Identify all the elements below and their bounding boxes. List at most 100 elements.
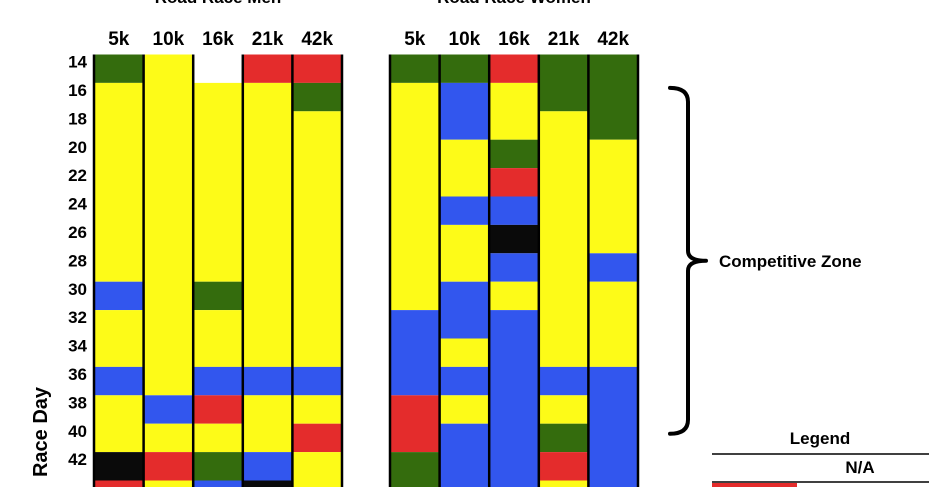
heatmap-cell [143, 54, 194, 396]
heatmap-cell [439, 82, 490, 140]
heatmap-cell [193, 54, 243, 83]
heatmap-cell [292, 54, 342, 83]
heatmap-cell [193, 82, 243, 282]
heatmap-cell [588, 281, 638, 367]
column-label: 16k [498, 29, 530, 50]
heatmap-cell [538, 395, 589, 424]
heatmap-cell [588, 253, 638, 282]
heatmap-cell [489, 281, 539, 311]
column-label: 42k [597, 29, 629, 50]
heatmap-cell [292, 395, 342, 424]
y-tick-label: 34 [68, 337, 87, 356]
legend: Legend N/A [712, 429, 929, 487]
heatmap-cell [143, 423, 194, 453]
column-label: 10k [449, 29, 481, 50]
heatmap-cell [588, 139, 638, 254]
panel-title: --- Road Race Men --- [133, 0, 303, 7]
heatmap-cell [538, 452, 589, 481]
heatmap-cell [439, 423, 490, 487]
heatmap-cell [439, 224, 490, 282]
heatmap-cell [242, 395, 293, 453]
y-tick-label: 40 [68, 422, 87, 441]
heatmap-cell [193, 480, 243, 487]
y-tick-label: 32 [68, 308, 87, 327]
y-tick-label: 26 [68, 223, 87, 242]
heatmap-cell [439, 281, 490, 339]
heatmap-cell [489, 82, 539, 140]
heatmap-cell [292, 452, 342, 487]
y-tick-label: 42 [68, 450, 87, 469]
heatmap-cell [143, 480, 194, 487]
heatmap-cell [242, 54, 293, 83]
column-label: 42k [301, 29, 333, 50]
y-tick-label: 30 [68, 280, 87, 299]
heatmap-cell [538, 366, 589, 396]
heatmap-cell [143, 395, 194, 424]
heatmap-cell [94, 480, 144, 487]
heatmap-cell [390, 395, 440, 453]
heatmap-cell [489, 224, 539, 254]
heatmap-cell [242, 366, 293, 396]
heatmap-cell [489, 168, 539, 197]
column-label: 5k [108, 29, 130, 50]
heatmap-cell [538, 54, 589, 112]
heatmap-cell [439, 54, 490, 83]
heatmap-cell [439, 196, 490, 225]
heatmap-cell [588, 54, 638, 140]
heatmap-cell [489, 196, 539, 225]
column-label: 10k [153, 29, 185, 50]
column-label: 21k [548, 29, 580, 50]
column-label: 16k [202, 29, 234, 50]
heatmap-panels [92, 54, 640, 487]
y-tick-label: 22 [68, 166, 87, 185]
heatmap-cell [143, 452, 194, 481]
heatmap-cell [94, 366, 144, 396]
heatmap-cell [292, 423, 342, 453]
heatmap-cell [94, 281, 144, 311]
heatmap-labels: --- Road Race Men --- 5k 10k 16k 21k 42k --- R… [68, 0, 629, 469]
heatmap-cell [242, 452, 293, 481]
y-tick-label: 20 [68, 138, 87, 157]
heatmap-cell [193, 281, 243, 311]
heatmap-cell [94, 310, 144, 367]
heatmap-cell [242, 480, 293, 487]
heatmap-cell [94, 54, 144, 83]
heatmap-cell [489, 54, 539, 83]
y-tick-label: 18 [68, 109, 87, 128]
heatmap-cell [390, 452, 440, 487]
y-tick-label: 24 [68, 195, 87, 214]
y-tick-label: 14 [68, 53, 87, 72]
heatmap-cell [489, 310, 539, 487]
heatmap-cell [439, 139, 490, 197]
heatmap-cell [193, 452, 243, 481]
y-axis-label: Race Day [30, 386, 52, 477]
legend-swatch [712, 483, 797, 487]
competitive-zone-label: Competitive Zone [719, 252, 862, 271]
heatmap-cell [489, 253, 539, 282]
heatmap-cell [193, 310, 243, 367]
heatmap-cell [292, 111, 342, 367]
column-label: 5k [404, 29, 426, 50]
heatmap-cell [242, 82, 293, 367]
heatmap-cell [94, 82, 144, 282]
heatmap-cell [193, 366, 243, 396]
heatmap-cell [292, 82, 342, 112]
panel-title: --- Road Race Women --- [415, 0, 612, 7]
heatmap-cell [538, 111, 589, 367]
column-label: 21k [252, 29, 284, 50]
y-tick-label: 16 [68, 81, 87, 100]
legend-item-label: N/A [845, 458, 874, 477]
heatmap-cell [538, 423, 589, 453]
heatmap-cell [94, 452, 144, 481]
y-tick-label: 28 [68, 251, 87, 270]
y-tick-label: 36 [68, 365, 87, 384]
heatmap-cell [390, 54, 440, 83]
y-tick-label: 38 [68, 393, 87, 412]
heatmap-cell [439, 366, 490, 396]
heatmap-cell [292, 366, 342, 396]
heatmap-cell [94, 395, 144, 453]
legend-title: Legend [790, 429, 850, 448]
competitive-zone-bracket [668, 85, 708, 436]
heatmap-cell [193, 423, 243, 453]
